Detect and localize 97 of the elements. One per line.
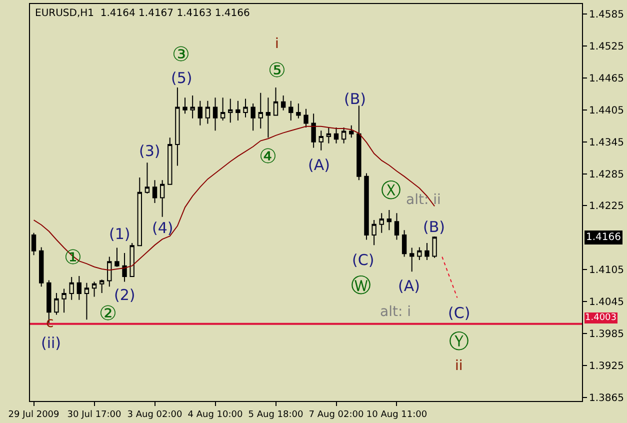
annotation: Ⓨ bbox=[449, 329, 469, 353]
annotation: (5) bbox=[171, 69, 192, 87]
candlestick bbox=[250, 103, 256, 132]
y-tick-label: 1.4285 bbox=[589, 169, 624, 180]
candlestick bbox=[424, 242, 430, 260]
candlestick bbox=[364, 172, 369, 240]
annotation: (2) bbox=[114, 286, 136, 304]
annotation: (A) bbox=[398, 277, 420, 295]
candlestick bbox=[76, 275, 82, 300]
candlestick bbox=[341, 126, 346, 144]
candlestick bbox=[236, 100, 240, 122]
text: 1.4166 bbox=[586, 232, 621, 243]
x-tick-label: 4 Aug 10:00 bbox=[188, 410, 244, 420]
candlestick bbox=[168, 137, 172, 185]
annotation: (B) bbox=[423, 218, 445, 236]
x-tick-label: 7 Aug 02:00 bbox=[308, 410, 364, 420]
annotation: ④ bbox=[259, 144, 277, 168]
candlestick bbox=[62, 288, 66, 314]
annotation: (ii) bbox=[41, 334, 62, 352]
annotation: (C) bbox=[448, 304, 470, 322]
annotation: (B) bbox=[344, 90, 366, 108]
y-tick-label: 1.4105 bbox=[589, 265, 624, 276]
annotation: i bbox=[275, 36, 279, 52]
x-tick-label: 29 Jul 2009 bbox=[8, 410, 60, 420]
annotation: (1) bbox=[109, 225, 130, 243]
y-tick-label: 1.4345 bbox=[589, 137, 624, 148]
annotation: (A) bbox=[308, 156, 330, 174]
candlestick bbox=[379, 212, 384, 234]
candlestick bbox=[334, 126, 339, 144]
y-tick-label: 1.4405 bbox=[589, 105, 624, 116]
candlestick bbox=[205, 100, 210, 124]
annotation: (3) bbox=[139, 142, 160, 160]
x-tick-label: 10 Aug 11:00 bbox=[366, 410, 428, 420]
candlestick bbox=[326, 126, 332, 144]
candlestick bbox=[386, 209, 392, 231]
x-tick-label: 5 Aug 18:00 bbox=[248, 410, 304, 420]
ref-line-label: 1.4003 bbox=[585, 313, 616, 323]
annotation: Ⓧ bbox=[381, 178, 401, 202]
candlestick bbox=[280, 95, 286, 111]
candlestick bbox=[114, 247, 120, 268]
y-tick-label: 1.4045 bbox=[589, 296, 624, 308]
candlestick bbox=[175, 87, 180, 166]
candlestick bbox=[69, 276, 74, 300]
annotation: alt: i bbox=[380, 304, 412, 320]
candlestick bbox=[296, 103, 301, 119]
candlestick bbox=[304, 108, 308, 128]
y-tick-label: 1.4465 bbox=[589, 73, 624, 84]
candlestick bbox=[84, 282, 90, 320]
x-tick-label: 30 Jul 17:00 bbox=[67, 410, 122, 420]
candlestick bbox=[38, 246, 44, 288]
annotation: Ⓦ bbox=[351, 273, 371, 297]
y-tick-label: 1.3985 bbox=[589, 328, 624, 340]
candlestick bbox=[288, 100, 294, 122]
candlestick bbox=[372, 220, 376, 246]
candlestick bbox=[220, 97, 226, 122]
candlestick bbox=[212, 97, 218, 132]
annotation: (4) bbox=[152, 219, 174, 237]
candlestick bbox=[107, 256, 112, 288]
chart-title: EURUSD,H1 1.4164 1.4167 1.4163 1.4166 bbox=[35, 8, 250, 19]
candlestick bbox=[228, 98, 233, 124]
candlestick bbox=[99, 279, 104, 294]
candlestick bbox=[152, 180, 158, 204]
candlestick bbox=[273, 87, 278, 116]
y-tick-label: 1.4525 bbox=[589, 42, 624, 53]
candlestick bbox=[311, 113, 316, 148]
candlestick bbox=[122, 252, 127, 282]
candlestick bbox=[417, 246, 422, 260]
candlestick bbox=[394, 212, 400, 240]
annotation: alt: ii bbox=[406, 192, 441, 208]
candlestick bbox=[182, 97, 188, 114]
annotation: ② bbox=[99, 301, 117, 325]
candlestick bbox=[92, 281, 97, 298]
annotation: ③ bbox=[172, 42, 190, 66]
candlestick bbox=[258, 92, 263, 130]
candlestick bbox=[198, 100, 202, 126]
candlestick bbox=[160, 180, 165, 218]
candlestick bbox=[130, 242, 134, 278]
y-tick-label: 1.3925 bbox=[589, 360, 624, 372]
candlestick bbox=[402, 230, 407, 258]
y-tick-label: 1.4585 bbox=[589, 10, 624, 21]
candlestick bbox=[266, 97, 271, 138]
candlestick bbox=[190, 95, 195, 119]
y-tick-label: 1.3865 bbox=[589, 392, 624, 404]
candlestick bbox=[54, 292, 59, 316]
candlestick bbox=[410, 247, 414, 272]
candlestick bbox=[432, 236, 437, 258]
y-tick-label: 1.4225 bbox=[589, 201, 624, 212]
annotation: ⑤ bbox=[268, 58, 286, 82]
candlestick bbox=[137, 176, 142, 246]
candlestick bbox=[144, 162, 150, 194]
candlestick bbox=[243, 98, 248, 118]
candlestick bbox=[356, 105, 362, 181]
candlestick bbox=[318, 130, 324, 151]
x-tick-label: 3 Aug 02:00 bbox=[127, 410, 183, 420]
candlestick bbox=[349, 124, 354, 138]
annotation: ii bbox=[455, 358, 463, 374]
annotation: (C) bbox=[352, 251, 374, 269]
